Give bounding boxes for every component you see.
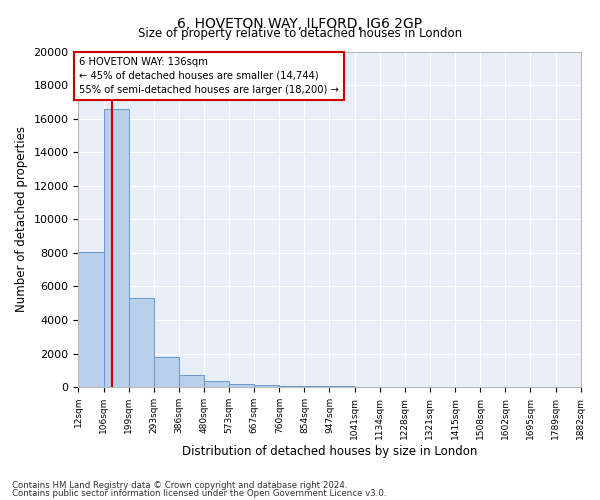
Bar — [204, 381, 229, 387]
Text: Contains public sector information licensed under the Open Government Licence v3: Contains public sector information licen… — [12, 489, 386, 498]
Text: Size of property relative to detached houses in London: Size of property relative to detached ho… — [138, 28, 462, 40]
Bar — [279, 386, 304, 387]
Bar — [355, 386, 380, 387]
Bar — [304, 386, 329, 387]
Bar — [79, 252, 104, 387]
Bar — [179, 376, 204, 387]
Bar — [104, 110, 128, 387]
Bar — [154, 357, 179, 387]
Bar — [128, 298, 154, 387]
Bar — [329, 386, 355, 387]
Bar — [254, 385, 279, 387]
Bar — [229, 384, 254, 387]
X-axis label: Distribution of detached houses by size in London: Distribution of detached houses by size … — [182, 444, 477, 458]
Text: 6 HOVETON WAY: 136sqm
← 45% of detached houses are smaller (14,744)
55% of semi-: 6 HOVETON WAY: 136sqm ← 45% of detached … — [79, 56, 339, 94]
Y-axis label: Number of detached properties: Number of detached properties — [15, 126, 28, 312]
Text: Contains HM Land Registry data © Crown copyright and database right 2024.: Contains HM Land Registry data © Crown c… — [12, 480, 347, 490]
Text: 6, HOVETON WAY, ILFORD, IG6 2GP: 6, HOVETON WAY, ILFORD, IG6 2GP — [178, 18, 422, 32]
